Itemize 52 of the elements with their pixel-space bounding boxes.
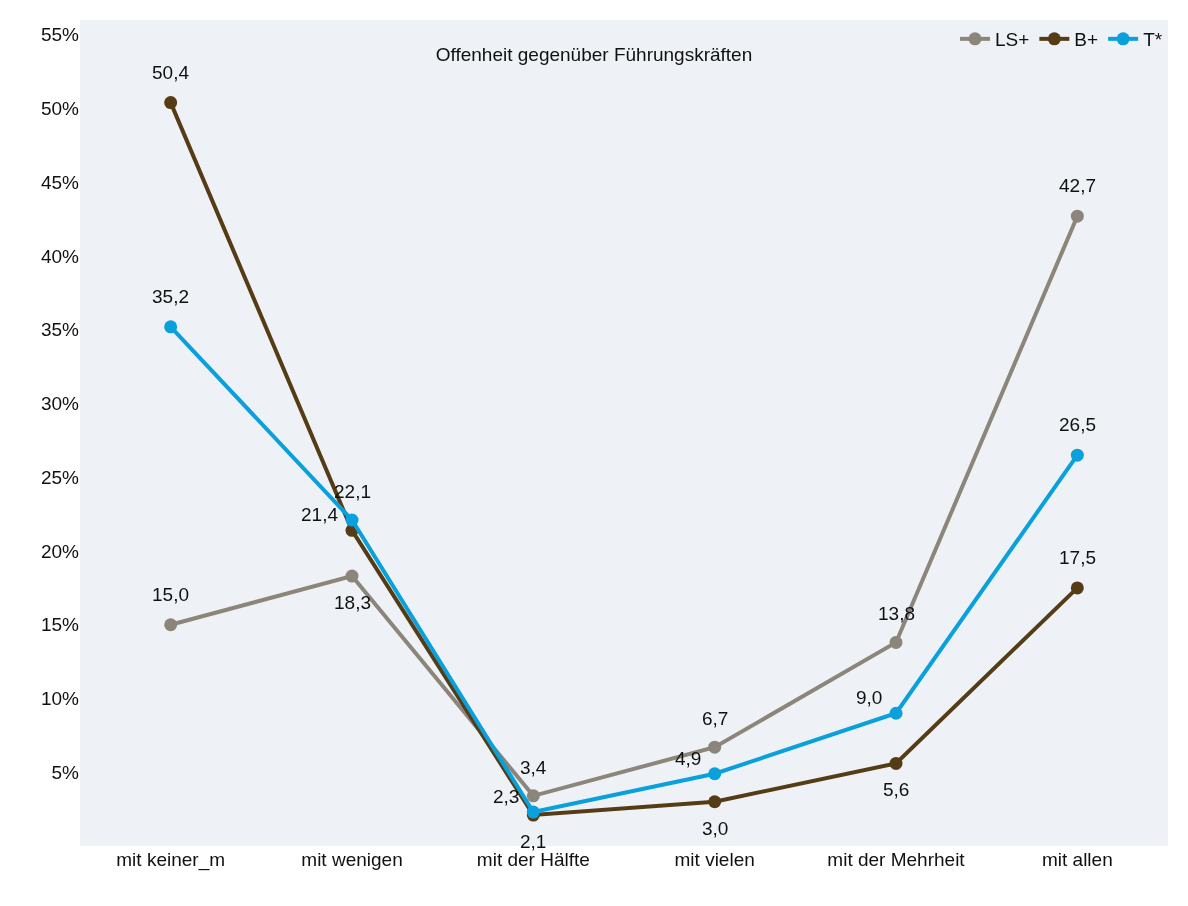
point	[164, 96, 178, 110]
legend-label: B+	[1074, 29, 1099, 51]
point	[889, 706, 903, 720]
point	[345, 569, 359, 583]
y-tick-label: 20%	[40, 540, 80, 562]
y-tick-label: 25%	[40, 466, 80, 488]
data-label: 6,7	[702, 708, 729, 729]
x-tick-label: mit keiner_m	[116, 849, 226, 871]
data-label: 13,8	[878, 603, 915, 624]
data-label: 9,0	[856, 687, 883, 708]
y-tick-label: 35%	[40, 319, 80, 341]
data-label: 3,0	[702, 818, 729, 839]
data-label: 26,5	[1059, 414, 1096, 435]
point	[345, 513, 359, 527]
point	[1070, 448, 1084, 462]
data-label: 35,2	[152, 286, 189, 307]
data-label: 18,3	[334, 592, 371, 613]
y-tick-label: 50%	[40, 98, 80, 120]
y-tick-label: 55%	[40, 24, 80, 46]
data-label: 50,4	[152, 62, 190, 83]
data-label: 4,9	[675, 748, 702, 769]
point	[708, 740, 722, 754]
legend-label: T*	[1143, 29, 1163, 51]
point	[708, 767, 722, 781]
data-label: 42,7	[1059, 175, 1096, 196]
y-tick-label: 5%	[51, 761, 80, 783]
point	[1070, 209, 1084, 223]
legend-label: LS+	[995, 29, 1030, 51]
data-label: 17,5	[1059, 547, 1096, 568]
x-tick-label: mit wenigen	[301, 849, 403, 870]
point	[526, 789, 540, 803]
point	[1070, 581, 1084, 595]
point	[164, 320, 178, 334]
data-label: 2,3	[493, 786, 520, 807]
data-label: 15,0	[152, 584, 189, 605]
y-tick-label: 10%	[40, 688, 80, 710]
text: Offenheit gegenüber Führungskräften	[435, 44, 753, 66]
x-tick-label: mit der Mehrheit	[827, 849, 966, 870]
data-label: 3,4	[520, 757, 547, 778]
point	[708, 795, 722, 809]
point	[889, 635, 903, 649]
point	[164, 618, 178, 632]
x-tick-label: mit vielen	[674, 849, 755, 870]
y-tick-label: 40%	[40, 245, 80, 267]
x-tick-label: mit allen	[1041, 849, 1113, 870]
data-label: 21,4	[301, 504, 339, 525]
point	[889, 756, 903, 770]
y-tick-label: 15%	[40, 614, 80, 636]
data-label: 5,6	[883, 779, 910, 800]
data-label: 2,1	[520, 831, 547, 852]
y-tick-label: 45%	[40, 171, 80, 193]
y-tick-label: 30%	[40, 393, 80, 415]
